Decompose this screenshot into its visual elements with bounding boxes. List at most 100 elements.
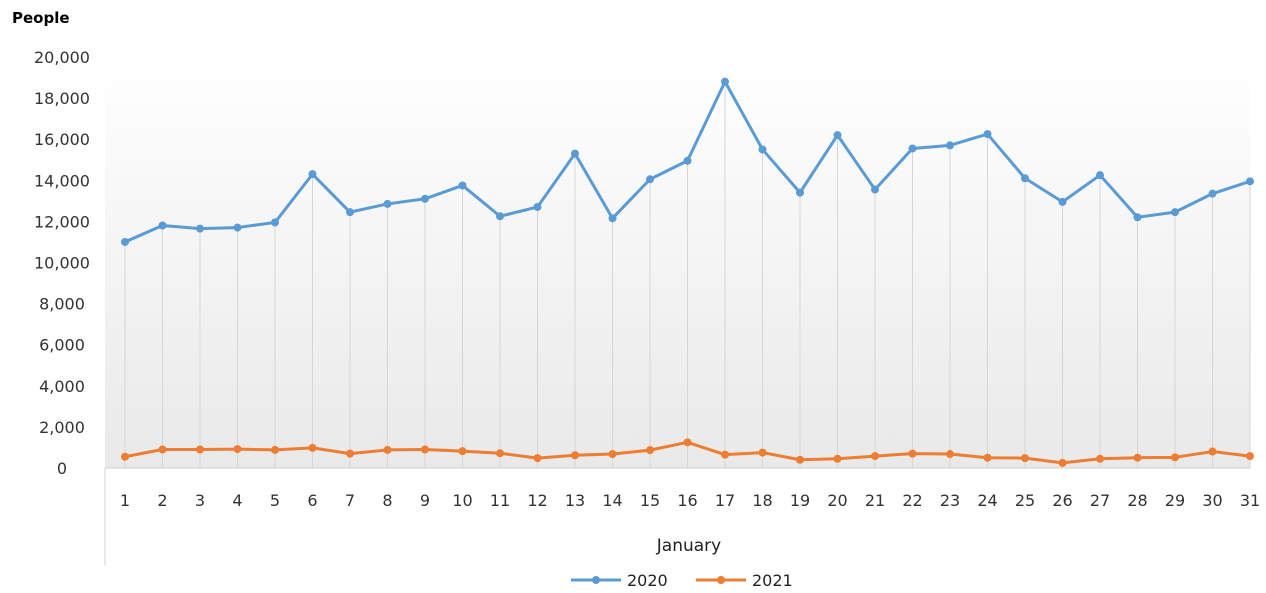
x-tick-label: 12 (527, 491, 547, 510)
x-tick-label: 8 (382, 491, 392, 510)
data-point-2021 (608, 450, 617, 459)
x-tick-label: 23 (940, 491, 960, 510)
legend: 2020 2021 (571, 571, 793, 590)
x-tick-label: 26 (1052, 491, 1072, 510)
x-tick-label: 6 (307, 491, 317, 510)
x-tick-label: 13 (565, 491, 585, 510)
x-tick-label: 28 (1127, 491, 1147, 510)
data-point-2021 (1021, 454, 1029, 463)
y-tick-label: 2,000 (39, 418, 85, 437)
data-point-2020 (721, 77, 729, 86)
data-point-2020 (1246, 177, 1254, 186)
x-tick-label: 27 (1090, 491, 1110, 510)
data-point-2021 (346, 449, 354, 458)
y-tick-label: 18,000 (34, 89, 90, 108)
x-tick-label: 11 (490, 491, 510, 510)
x-tick-label: 24 (977, 491, 997, 510)
data-point-2021 (1096, 454, 1104, 463)
data-point-2021 (1246, 452, 1254, 461)
data-point-2020 (271, 218, 279, 227)
data-point-2021 (683, 438, 692, 447)
data-point-2021 (158, 445, 167, 454)
x-tick-label: 1 (120, 491, 130, 510)
data-point-2020 (683, 156, 692, 165)
x-tick-label: 7 (345, 491, 355, 510)
data-point-2021 (796, 455, 804, 464)
data-point-2021 (983, 453, 992, 462)
legend-swatch-marker (717, 576, 725, 584)
x-tick-label: 4 (232, 491, 242, 510)
data-point-2021 (1208, 447, 1217, 456)
data-point-2020 (1171, 208, 1179, 217)
legend-label: 2020 (627, 571, 668, 590)
data-point-2020 (196, 224, 204, 233)
data-point-2020 (796, 188, 804, 197)
data-point-2021 (871, 452, 879, 461)
data-point-2020 (421, 194, 429, 203)
data-point-2021 (1133, 453, 1142, 462)
y-tick-label: 6,000 (39, 336, 85, 355)
data-point-2020 (346, 208, 354, 217)
x-axis-title: January (656, 536, 721, 556)
data-point-2020 (646, 175, 654, 184)
data-point-2021 (833, 454, 842, 463)
y-axis-title: People (12, 9, 70, 27)
x-tick-label: 31 (1240, 491, 1260, 510)
x-tick-label: 17 (715, 491, 735, 510)
y-tick-label: 4,000 (39, 377, 85, 396)
x-tick-label: 18 (752, 491, 772, 510)
data-point-2020 (1096, 171, 1104, 180)
data-point-2020 (1021, 174, 1029, 183)
y-tick-label: 20,000 (34, 48, 90, 67)
x-tick-label: 21 (865, 491, 885, 510)
x-tick-label: 3 (195, 491, 205, 510)
x-tick-label: 30 (1202, 491, 1222, 510)
data-point-2020 (233, 223, 242, 232)
drop-lines (124, 81, 1251, 468)
data-point-2021 (908, 449, 917, 458)
data-point-2020 (833, 131, 842, 140)
legend-swatch-marker (592, 576, 600, 584)
data-point-2020 (533, 203, 542, 212)
data-point-2020 (121, 237, 129, 246)
x-tick-label: 5 (270, 491, 280, 510)
plot-area (105, 57, 1250, 468)
data-point-2021 (646, 446, 654, 455)
data-point-2021 (196, 445, 204, 454)
data-point-2021 (421, 445, 429, 454)
data-point-2020 (1133, 213, 1142, 222)
x-tick-label: 19 (790, 491, 810, 510)
x-tick-label: 22 (902, 491, 922, 510)
x-tick-label: 15 (640, 491, 660, 510)
data-point-2020 (571, 149, 579, 158)
data-point-2020 (1208, 189, 1217, 198)
data-point-2021 (233, 445, 242, 454)
data-point-2021 (308, 443, 317, 452)
data-point-2021 (383, 445, 392, 454)
data-point-2021 (271, 445, 279, 454)
y-tick-label: 0 (57, 459, 67, 478)
data-point-2021 (1171, 453, 1179, 462)
y-tick-label: 10,000 (34, 254, 90, 273)
data-point-2020 (158, 221, 167, 230)
data-point-2020 (908, 144, 917, 153)
legend-label: 2021 (752, 571, 793, 590)
series-layer (121, 77, 1254, 467)
x-tick-label: 14 (602, 491, 622, 510)
x-axis-ticks: 1 2 3 4 5 6 7 8 9 10 11 12 13 14 15 16 17 18 19 20 21 22 23 24 2… (120, 491, 1260, 510)
data-point-2020 (308, 170, 317, 179)
data-point-2021 (121, 452, 129, 461)
y-tick-label: 12,000 (34, 212, 90, 231)
data-point-2021 (533, 454, 542, 463)
data-point-2020 (758, 145, 767, 154)
data-point-2021 (721, 450, 729, 459)
y-tick-label: 14,000 (34, 171, 90, 190)
data-point-2021 (458, 447, 467, 456)
data-point-2021 (946, 450, 954, 459)
x-tick-label: 16 (677, 491, 697, 510)
data-point-2021 (1058, 458, 1067, 467)
data-point-2020 (496, 212, 504, 221)
x-tick-label: 10 (452, 491, 472, 510)
x-tick-label: 25 (1015, 491, 1035, 510)
